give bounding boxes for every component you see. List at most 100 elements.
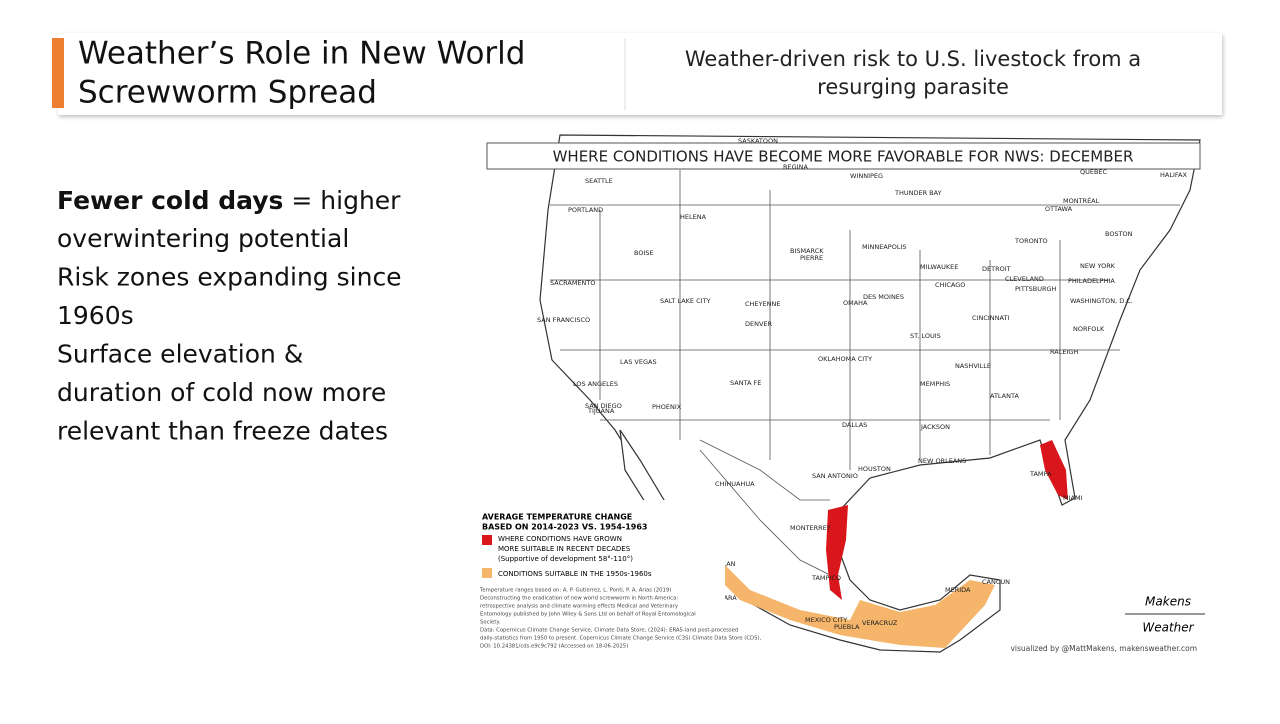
credit-line: Deconstructing the eradication of new wo… [480, 596, 678, 602]
legend-bg [470, 500, 725, 655]
city-label: MIAMI [1063, 494, 1083, 502]
map-title-box [486, 142, 1201, 170]
city-label: DES MOINES [863, 293, 904, 301]
city-label: MONTRÉAL [1063, 196, 1100, 205]
city-label: SACRAMENTO [550, 279, 595, 287]
logo: Makens [1145, 595, 1191, 609]
city-label: BOSTON [1105, 230, 1133, 238]
city-label: BOISE [634, 249, 654, 257]
city-label: PORTLAND [568, 206, 603, 214]
bullet-rest: = higher [283, 186, 401, 215]
city-label: MEXICO CITY [805, 616, 847, 624]
city-label: RALEIGH [1050, 348, 1078, 356]
city-label: HALIFAX [1160, 171, 1187, 179]
city-label: VERACRUZ [862, 619, 898, 627]
credit-line: daily-statistics from 1950 to present. C… [480, 636, 762, 642]
borders [550, 170, 1180, 581]
city-label: REGINA [783, 163, 808, 171]
city-label: CHIHUAHUA [715, 480, 755, 488]
bullet-lines: overwintering potential Risk zones expand… [57, 224, 402, 446]
city-label: MILWAUKEE [920, 263, 958, 271]
subtitle: Weather-driven risk to U.S. livestock fr… [685, 47, 1141, 71]
city-label: WASHINGTON, D.C. [1070, 297, 1133, 305]
city-label: PUEBLA [834, 623, 860, 631]
city-label: LAS VEGAS [620, 358, 657, 366]
credit-line: Data: Copernicus Climate Change Service,… [480, 628, 738, 634]
credit-line: retrospective analysis and climate warmi… [480, 604, 678, 610]
bullet: 1960s [57, 301, 134, 330]
city-label: SAN ANTONIO [812, 472, 858, 480]
title: Weather’s Role in New World [78, 36, 525, 72]
legend-swatch-red [482, 535, 492, 545]
legend-label: (Supportive of development 58°-110°) [498, 555, 633, 563]
red-zone [826, 505, 848, 600]
city-label: PITTSBURGH [1015, 285, 1057, 293]
bullet-bold: Fewer cold days [57, 186, 283, 215]
city-label: NEW ORLEANS [918, 457, 966, 465]
title: Screwworm Spread [78, 75, 377, 111]
city-label: CHICAGO [935, 281, 965, 289]
city-label: DALLAS [842, 421, 867, 429]
bullet: Risk zones expanding since [57, 263, 402, 292]
city-label: ATLANTA [990, 392, 1019, 400]
city-label: ST. LOUIS [910, 332, 941, 340]
city-label: NEW YORK [1080, 262, 1116, 270]
city-label: SALT LAKE CITY [660, 297, 711, 305]
city-label: WINNIPEG [850, 172, 883, 180]
city-label: HELENA [680, 213, 707, 221]
city-label: CHEYENNE [745, 300, 780, 308]
city-label: PIERRE [800, 254, 823, 262]
city-label: OMAHA [843, 299, 868, 307]
city-label: DETROIT [982, 265, 1011, 273]
city-label: TORONTO [1014, 237, 1048, 245]
city-label: TAMPA [1029, 470, 1052, 478]
city-label: MERIDA [945, 586, 971, 594]
city-label: CLEVELAND [1005, 275, 1044, 283]
city-label: SASKATOON [738, 137, 778, 145]
credit-line: Temperature ranges based on: A. P. Gutie… [479, 588, 671, 594]
legend-label: MORE SUITABLE IN RECENT DECADES [498, 545, 631, 553]
city-label: THUNDER BAY [894, 189, 942, 197]
city-label: LOS ANGELES [573, 380, 618, 388]
city-label: MONTERREY [790, 524, 831, 532]
city-label: MINNEAPOLIS [862, 243, 907, 251]
city-label: CINCINNATI [972, 314, 1009, 322]
city-label: BISMARCK [790, 247, 824, 255]
credit-line: Society. [480, 620, 501, 626]
bullet: relevant than freeze dates [57, 417, 388, 446]
city-label: NORFOLK [1073, 325, 1105, 333]
city-labels: SEATTLE PORTLAND HELENA BOISE BISMARCKPIERRE… [537, 137, 1187, 631]
legend-title: AVERAGE TEMPERATURE CHANGE [482, 513, 632, 522]
legend-title: BASED ON 2014-2023 VS. 1954-1963 [482, 523, 648, 532]
bullet: duration of cold now more [57, 378, 386, 407]
city-label: TIJUANA [587, 407, 615, 415]
legend-label: WHERE CONDITIONS HAVE GROWN [498, 535, 622, 543]
city-label: PHILADELPHIA [1068, 277, 1115, 285]
city-label: SEATTLE [585, 177, 613, 185]
accent-bar [52, 38, 64, 108]
legend-label: CONDITIONS SUITABLE IN THE 1950s-1960s [498, 570, 652, 578]
city-label: CANCUN [982, 578, 1010, 586]
city-label: MEMPHIS [920, 380, 950, 388]
city-label: SAN DIEGO [585, 402, 622, 410]
logo: Weather [1142, 621, 1194, 635]
city-label: QUEBEC [1080, 168, 1108, 176]
header-box [58, 33, 1222, 115]
credits: Temperature ranges based on: A. P. Gutie… [479, 588, 762, 650]
city-label: PHOENIX [652, 403, 682, 411]
city-label: JACKSON [920, 423, 950, 431]
bullet: overwintering potential [57, 224, 349, 253]
city-label: SAN FRANCISCO [537, 316, 590, 324]
legend-swatch-orange [482, 568, 492, 578]
bullet: Fewer cold days = higher [57, 186, 401, 215]
city-label: OKLAHOMA CITY [818, 355, 872, 363]
subtitle: resurging parasite [817, 75, 1009, 99]
credit-line: DOI: 10.24381/cds.e9c9c792 (Accessed on … [480, 644, 628, 650]
attribution: visualized by @MattMakens, makensweather… [1010, 644, 1197, 653]
bullet: Surface elevation & [57, 340, 303, 369]
city-label: SANTA FE [730, 379, 761, 387]
city-label: NASHVILLE [955, 362, 991, 370]
city-label: HOUSTON [858, 465, 891, 473]
